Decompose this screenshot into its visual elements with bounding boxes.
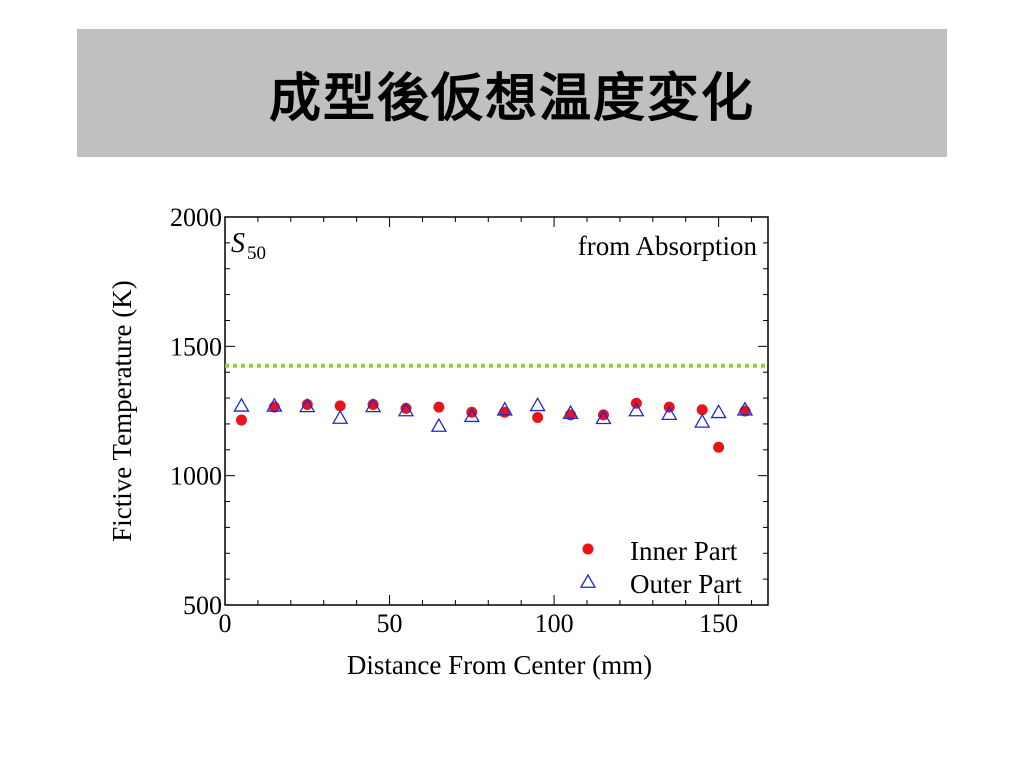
inner-part-point	[334, 400, 346, 412]
outer-part-point	[661, 405, 678, 421]
plot-area-border	[224, 216, 769, 606]
inner-part-point	[532, 411, 544, 423]
x-tick-label: 0	[219, 609, 232, 638]
outer-part-point	[397, 402, 415, 417]
source-annotation: from Absorption	[578, 231, 758, 261]
outer-part-point	[299, 398, 316, 413]
outer-part-point	[332, 409, 349, 424]
outer-part-point	[496, 401, 513, 416]
title-banner: 成型後仮想温度変化	[77, 29, 947, 157]
inner-part-point	[367, 399, 379, 411]
inner-part-point	[235, 414, 247, 426]
inner-part-point	[433, 401, 445, 413]
legend-outer-marker	[579, 573, 597, 588]
sample-annotation-subscript: 50	[247, 243, 266, 264]
sample-annotation: S	[231, 228, 245, 259]
inner-part-point	[597, 409, 609, 421]
y-tick-label: 1000	[170, 462, 222, 491]
outer-part-point	[364, 398, 382, 413]
y-axis-title: Fictive Temperature (K)	[107, 280, 137, 542]
y-tick-label: 2000	[170, 203, 222, 232]
axis-ticks	[224, 216, 768, 606]
outer-part-point	[628, 402, 645, 417]
axis-labels: 0 50 100 150 500 1000 1500 2000 Distance From Ce…	[107, 203, 757, 680]
inner-part-point	[400, 402, 412, 414]
x-axis-title: Distance From Center (mm)	[347, 650, 652, 680]
data-points	[233, 396, 754, 453]
outer-part-point	[266, 397, 283, 412]
outer-part-point	[529, 396, 546, 412]
outer-part-point	[694, 413, 711, 428]
outer-part-point	[430, 417, 448, 432]
outer-part-point	[595, 409, 612, 425]
outer-part-point	[233, 397, 250, 412]
plot-frame	[224, 216, 769, 606]
x-tick-label: 50	[377, 609, 403, 638]
legend-inner-marker	[582, 543, 594, 555]
outer-part-point	[463, 407, 480, 423]
legend-outer-label: Outer Part	[630, 569, 742, 599]
outer-part-point	[710, 403, 727, 419]
outer-part-point	[562, 404, 579, 419]
x-tick-label: 150	[699, 609, 738, 638]
legend-inner-label: Inner Part	[630, 536, 738, 566]
outer-part-point	[736, 401, 754, 416]
slide-title: 成型後仮想温度変化	[268, 68, 755, 129]
x-tick-label: 100	[535, 609, 574, 638]
inner-part-point	[696, 404, 708, 416]
inner-part-point	[713, 441, 725, 453]
inner-part-point	[301, 399, 313, 411]
y-tick-label: 1500	[170, 332, 222, 361]
y-tick-label: 500	[183, 591, 222, 620]
